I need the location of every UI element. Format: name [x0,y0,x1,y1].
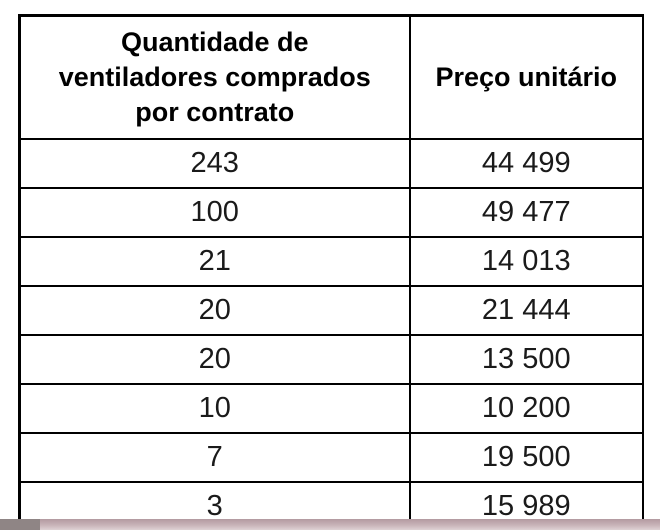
table-container: Quantidade de ventiladores comprados por… [18,14,644,530]
table-header-row: Quantidade de ventiladores comprados por… [19,15,644,140]
cell-quantity: 7 [19,432,411,483]
header-quantity-line-3: por contrato [135,96,295,127]
ventilator-price-table: Quantidade de ventiladores comprados por… [18,14,644,530]
header-quantity-line-2: ventiladores comprados [58,61,371,92]
header-quantity: Quantidade de ventiladores comprados por… [19,15,411,140]
cell-quantity: 10 [19,383,411,434]
cell-unit-price: 13 500 [409,334,644,385]
bottom-edge-corner [0,519,40,530]
cell-unit-price: 49 477 [409,187,644,238]
cell-quantity: 243 [19,138,411,189]
table-row: 20 13 500 [19,334,644,385]
cell-unit-price: 10 200 [409,383,644,434]
table-row: 100 49 477 [19,187,644,238]
cell-unit-price: 44 499 [409,138,644,189]
table-row: 7 19 500 [19,432,644,483]
table-row: 10 10 200 [19,383,644,434]
cell-quantity: 21 [19,236,411,287]
header-quantity-line-1: Quantidade de [120,26,309,57]
cell-quantity: 100 [19,187,411,238]
cell-quantity: 20 [19,334,411,385]
cell-unit-price: 21 444 [409,285,644,336]
header-unit-price-label: Preço unitário [435,61,618,92]
table-row: 20 21 444 [19,285,644,336]
bottom-edge-band [0,519,660,530]
table-row: 243 44 499 [19,138,644,189]
cell-unit-price: 14 013 [409,236,644,287]
table-row: 21 14 013 [19,236,644,287]
header-unit-price: Preço unitário [409,15,644,140]
cell-quantity: 20 [19,285,411,336]
cell-unit-price: 19 500 [409,432,644,483]
